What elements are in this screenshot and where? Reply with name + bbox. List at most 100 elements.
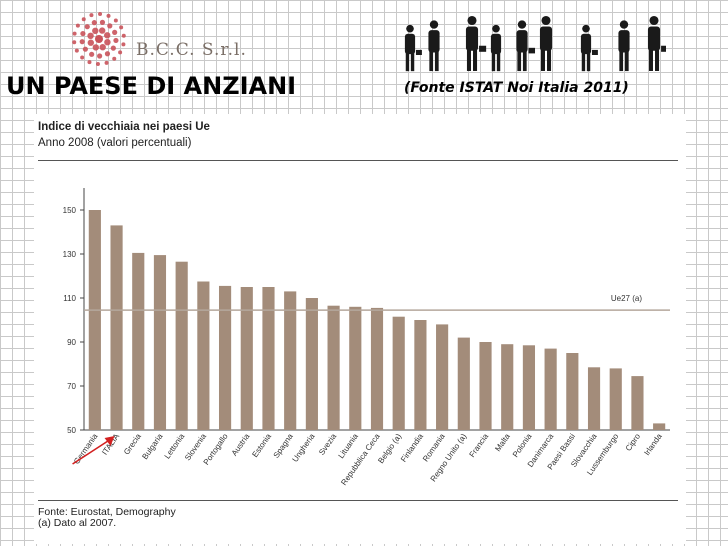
bottom-rule (38, 500, 678, 501)
bar-portogallo (218, 285, 232, 430)
chart-subtitle: Anno 2008 (valori percentuali) (38, 137, 192, 149)
logo-dot (80, 55, 85, 60)
company-name: B.C.C. S.r.l. (136, 40, 247, 60)
logo-dot (121, 42, 126, 47)
logo-dot (112, 29, 118, 35)
bar-grecia (132, 252, 145, 430)
y-tick-label: 110 (63, 294, 76, 303)
logo-dot (113, 37, 119, 44)
logo-dot (74, 48, 79, 53)
logo-dot (106, 13, 111, 18)
bar-slovenia (197, 281, 210, 430)
x-tick-label: Ungheria (291, 432, 317, 464)
logo-dot (75, 23, 80, 28)
bar-danimarca (544, 348, 557, 430)
x-tick-label: Cipro (624, 432, 643, 453)
logo-dot (72, 31, 77, 36)
y-tick-label: 70 (67, 382, 76, 391)
logo-dot (80, 30, 86, 37)
bar-estonia (262, 287, 275, 430)
business-person-icon (539, 15, 553, 71)
logo-dot (79, 39, 85, 45)
business-person-icon (404, 24, 422, 72)
chart-title: Indice di vecchiaia nei paesi Ue (38, 121, 210, 133)
logo-dot (99, 19, 106, 25)
bar-malta (501, 344, 514, 430)
x-tick-label: Irlanda (642, 432, 664, 458)
logo-dot (92, 44, 100, 51)
logo-dot (99, 44, 106, 51)
x-tick-label: Malta (493, 432, 512, 454)
logo-dot (87, 39, 94, 46)
bar-italia (110, 225, 123, 430)
logo-dot (89, 51, 95, 57)
business-person-icon (465, 15, 487, 71)
logo-dot (87, 32, 94, 40)
logo-dot (97, 53, 103, 59)
logo-dot (113, 18, 118, 23)
bar-francia (479, 342, 492, 430)
x-tick-label: Austria (230, 432, 252, 458)
bar-germania (88, 210, 101, 430)
bcc-logo-icon (72, 12, 126, 66)
logo-dot (119, 25, 124, 30)
bar-ungheria (305, 298, 318, 430)
bar-spagna (284, 291, 297, 430)
logo-dot (104, 32, 111, 39)
bar-austria (240, 287, 253, 430)
bar-lussemburgo (609, 368, 622, 430)
logo-dot (104, 60, 109, 65)
bar-romania (436, 324, 449, 430)
x-tick-label: Francia (467, 432, 490, 459)
logo-dot (95, 35, 103, 43)
bar-lituania (349, 306, 362, 430)
bar-svezia (327, 305, 340, 430)
bar-bulgaria (153, 255, 167, 430)
page-title: UN PAESE DI ANZIANI (6, 72, 297, 100)
business-person-icon (428, 20, 440, 72)
logo-dot (118, 50, 123, 55)
business-person-icon (618, 20, 630, 72)
highlight-arrow-icon (72, 436, 115, 465)
logo-dot (84, 24, 90, 30)
footnote-note: (a) Dato al 2007. (38, 517, 117, 529)
bar-regno-unito-a (457, 337, 470, 430)
x-tick-label: Polonia (511, 432, 534, 459)
y-tick-label: 130 (63, 250, 77, 259)
footnote-source: Fonte: Eurostat, Demography (38, 506, 176, 518)
bar-belgio-a (392, 316, 405, 430)
bar-polonia (522, 345, 536, 430)
x-tick-label: Bulgaria (140, 432, 165, 462)
logo-dot (110, 45, 116, 51)
x-tick-label: Estonia (250, 432, 273, 459)
y-tick-label: 90 (67, 338, 76, 347)
logo-dot (98, 27, 106, 34)
top-rule (38, 160, 678, 161)
bar-slovacchia (587, 367, 601, 430)
logo-dot (81, 17, 86, 22)
logo-dot (104, 51, 111, 57)
logo-dot (92, 27, 99, 34)
logo-dot (72, 40, 77, 45)
y-tick-label: 50 (67, 426, 76, 435)
business-person-icon (490, 24, 502, 72)
logo-dot (87, 60, 92, 65)
business-person-icon (580, 24, 598, 72)
bar-finlandia (414, 320, 427, 430)
old-age-index-bar-chart: 507090110130150GermaniaITALIAGreciaBulga… (63, 188, 670, 488)
x-tick-label: Repubblica Ceca (339, 432, 382, 488)
logo-dot (107, 23, 113, 29)
business-people-figures-icon (404, 15, 666, 72)
logo-dot (104, 38, 111, 46)
business-person-icon (516, 20, 536, 72)
x-tick-label: Grecia (122, 432, 143, 457)
y-tick-label: 150 (63, 206, 77, 215)
logo-dot (91, 20, 97, 26)
bar-repubblica-ceca (370, 307, 384, 430)
logo-dot (82, 46, 88, 52)
business-person-icon (647, 15, 666, 71)
source-note: (Fonte ISTAT Noi Italia 2011) (404, 80, 629, 96)
bar-irlanda (653, 423, 666, 430)
x-tick-label: Svezia (317, 432, 338, 457)
bar-cipro (631, 376, 644, 430)
